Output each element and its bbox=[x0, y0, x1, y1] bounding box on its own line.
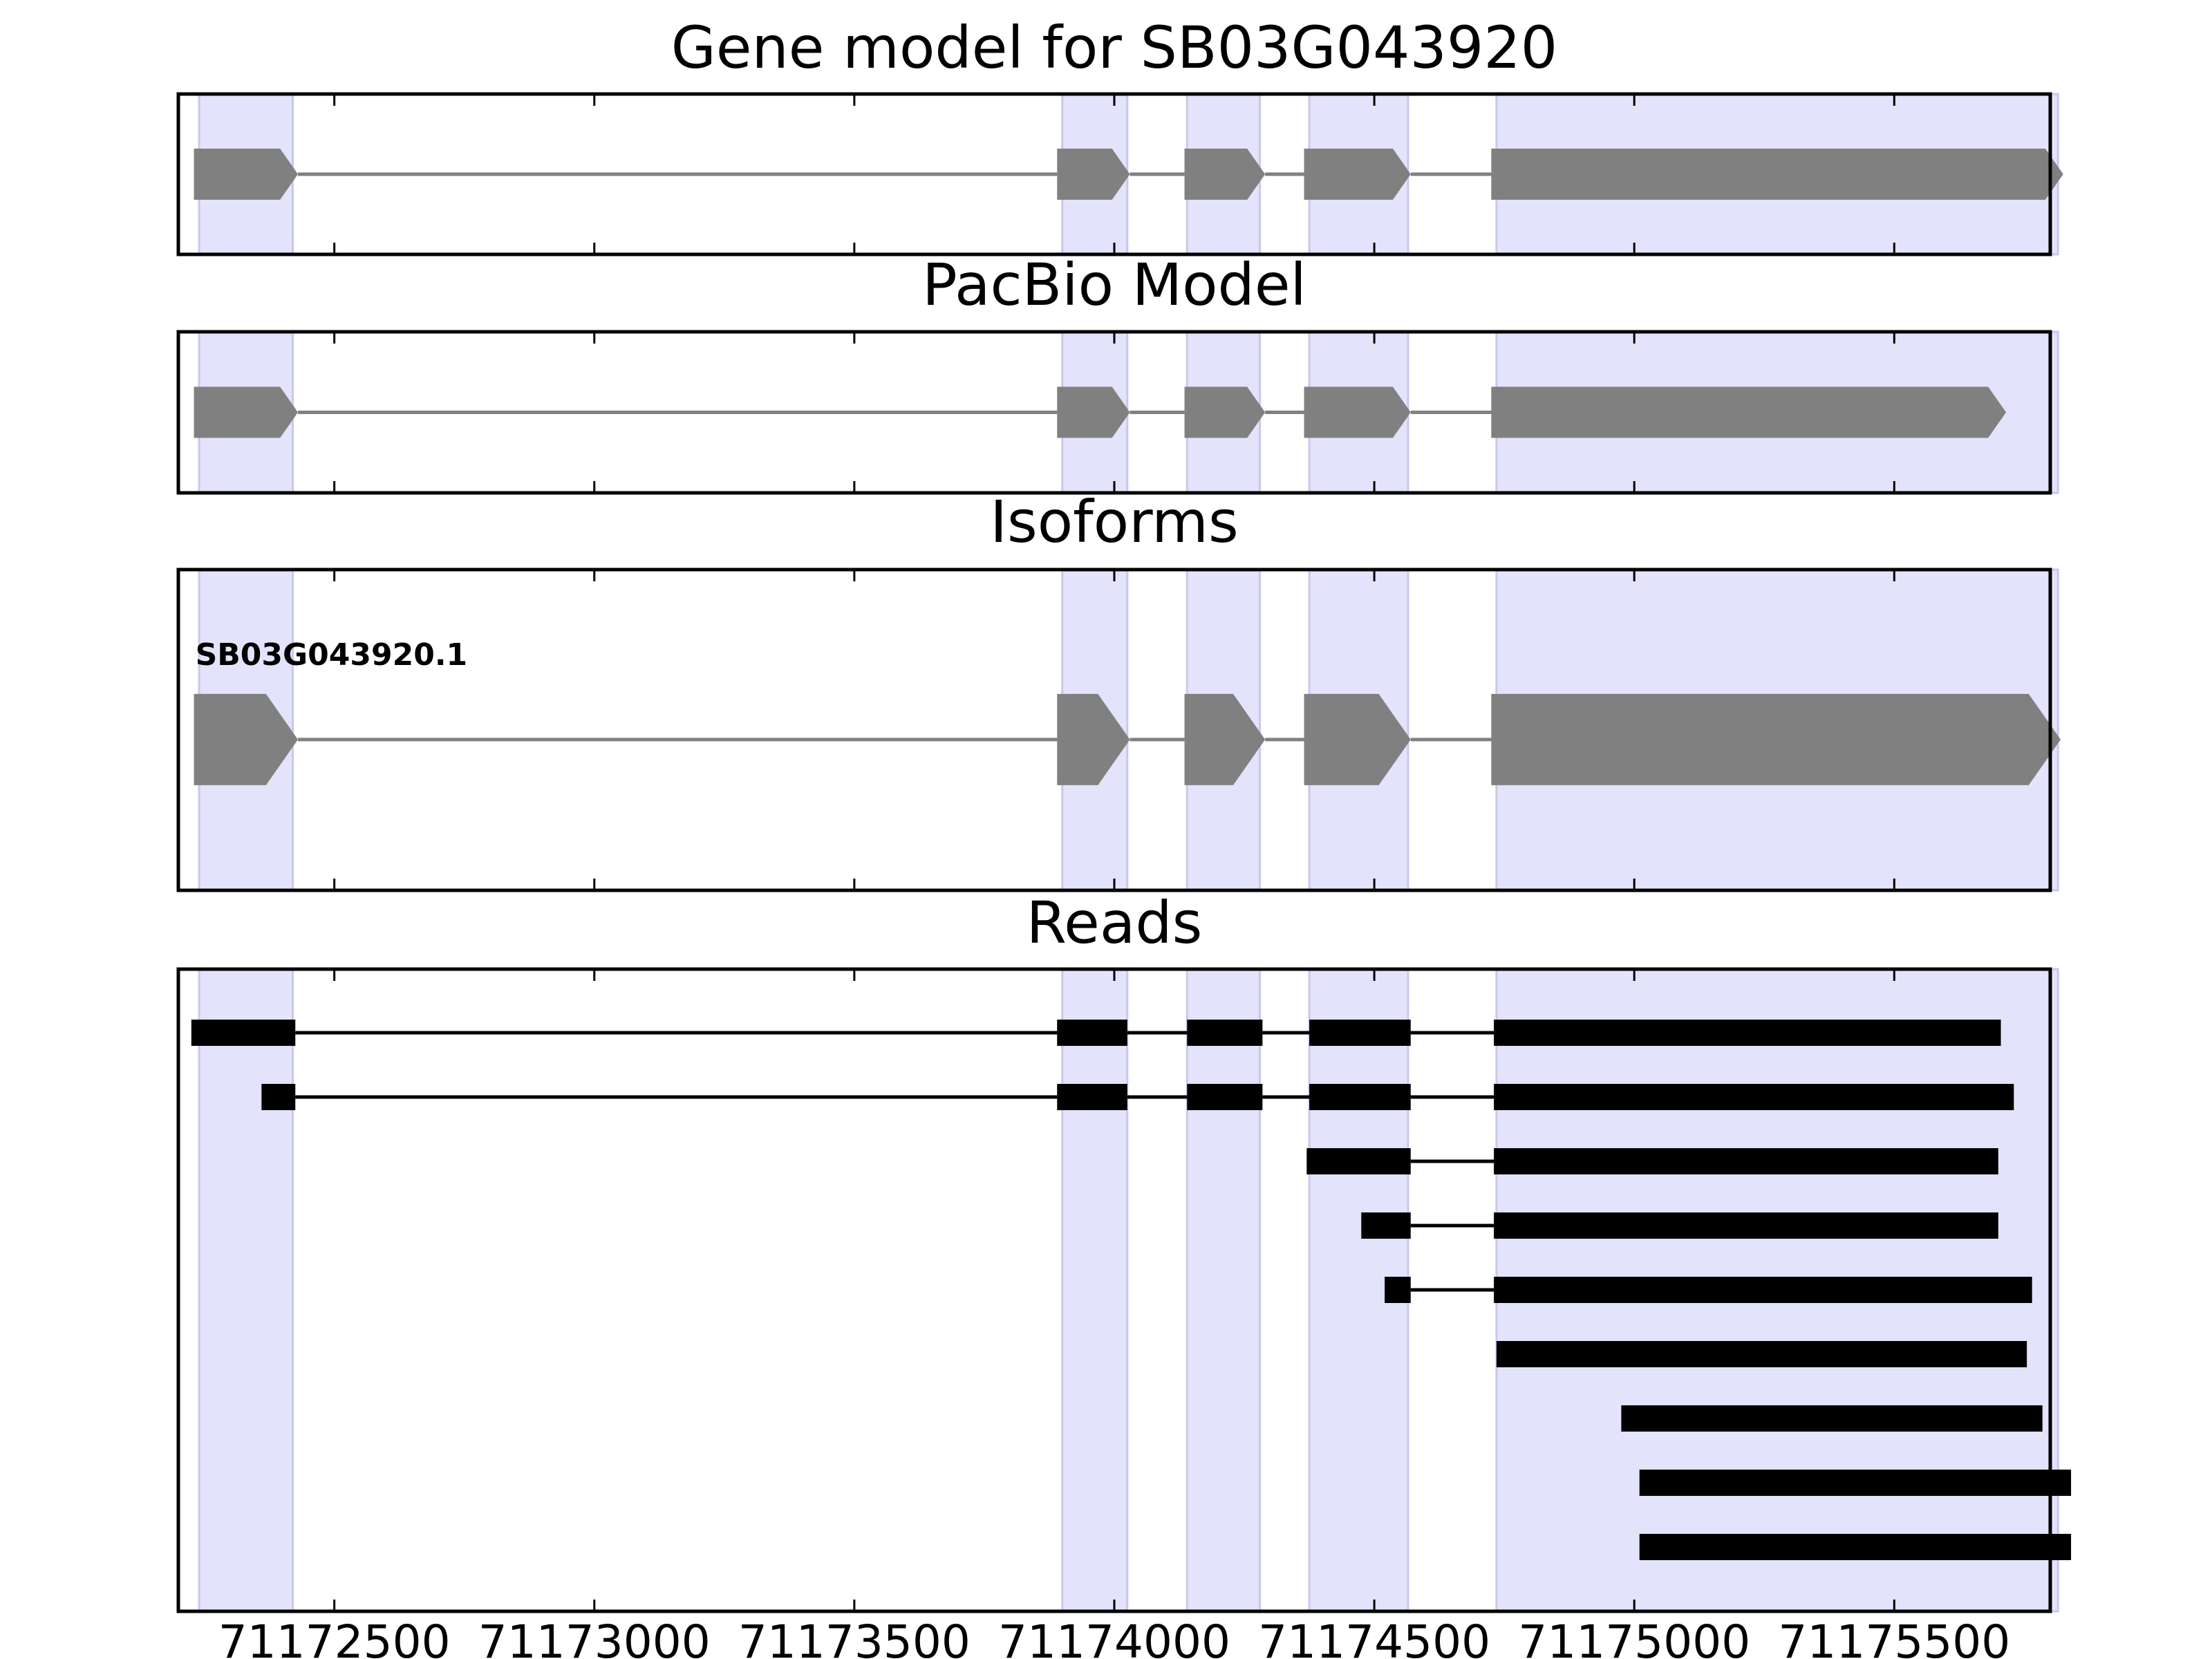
read-exon-bar bbox=[1494, 1148, 1998, 1174]
exon-arrow bbox=[1184, 386, 1266, 438]
read-exon-bar bbox=[1494, 1020, 2001, 1046]
read-exon-bar bbox=[1361, 1212, 1411, 1239]
exon-arrow bbox=[194, 386, 299, 438]
read-exon-bar bbox=[1309, 1020, 1411, 1046]
panel-plot-reads bbox=[176, 967, 2072, 1613]
panel-plot-gene-model bbox=[176, 92, 2063, 256]
read-exon-bar bbox=[1494, 1277, 2032, 1303]
panel-plot-pacbio-model bbox=[176, 330, 2059, 495]
read-exon-bar bbox=[1187, 1084, 1263, 1110]
exon-arrow bbox=[1057, 386, 1130, 438]
panel-plot-isoforms: SB03G043920.1 bbox=[176, 568, 2061, 892]
exon-shade-region bbox=[1061, 968, 1129, 1613]
exon-arrow bbox=[1184, 693, 1266, 785]
x-tick-label: 71175500 bbox=[1778, 1615, 2010, 1659]
x-axis-tick-labels: 71172500 71173000 71173500 71174000 71174500… bbox=[218, 1615, 2011, 1659]
exon-arrow bbox=[1491, 149, 2063, 200]
exon-arrow bbox=[1304, 693, 1411, 785]
exon-arrow bbox=[1491, 386, 2007, 438]
read-exon-bar bbox=[1057, 1084, 1127, 1110]
read-exon-bar bbox=[261, 1084, 296, 1110]
exon-arrow bbox=[1491, 693, 2061, 785]
exon-shade-region bbox=[1185, 968, 1262, 1613]
exon-arrow bbox=[1184, 149, 1266, 200]
x-tick-label: 71173000 bbox=[478, 1615, 711, 1659]
x-tick-label: 71175000 bbox=[1518, 1615, 1750, 1659]
panel-title-pacbio-model: PacBio Model bbox=[922, 251, 1306, 319]
read-exon-bar bbox=[1494, 1212, 1998, 1239]
exon-arrow bbox=[1304, 149, 1411, 200]
read-exon-bar bbox=[1385, 1277, 1411, 1303]
x-tick-label: 71173500 bbox=[738, 1615, 971, 1659]
exon-arrow bbox=[1057, 693, 1130, 785]
exon-shade-region bbox=[198, 968, 294, 1613]
exon-arrow bbox=[1304, 386, 1411, 438]
read-exon-bar bbox=[1639, 1470, 2072, 1496]
exon-arrow bbox=[194, 693, 299, 785]
x-tick-label: 71174500 bbox=[1258, 1615, 1490, 1659]
panel-title-isoforms: Isoforms bbox=[990, 488, 1239, 556]
exon-arrow bbox=[1057, 149, 1130, 200]
read-exon-bar bbox=[1306, 1148, 1411, 1174]
read-exon-bar bbox=[1309, 1084, 1411, 1110]
read-exon-bar bbox=[1639, 1534, 2072, 1560]
read-exon-bar bbox=[1494, 1084, 2014, 1110]
panel-gene-model: Gene model for SB03G043920 bbox=[176, 14, 2063, 256]
read-exon-bar bbox=[1496, 1341, 2027, 1367]
x-tick-label: 71172500 bbox=[218, 1615, 451, 1659]
panel-title-gene-model: Gene model for SB03G043920 bbox=[671, 14, 1557, 82]
read-exon-bar bbox=[191, 1020, 296, 1046]
panel-pacbio-model: PacBio Model bbox=[176, 251, 2059, 495]
read-exon-bar bbox=[1057, 1020, 1127, 1046]
panel-isoforms: Isoforms SB03G043920.1 bbox=[176, 488, 2061, 892]
isoform-label: SB03G043920.1 bbox=[196, 637, 468, 673]
read-exon-bar bbox=[1187, 1020, 1263, 1046]
exon-arrow bbox=[194, 149, 299, 200]
read-exon-bar bbox=[1621, 1405, 2043, 1432]
panel-title-reads: Reads bbox=[1027, 889, 1203, 957]
x-tick-label: 71174000 bbox=[998, 1615, 1230, 1659]
panel-reads: Reads bbox=[176, 889, 2072, 1613]
